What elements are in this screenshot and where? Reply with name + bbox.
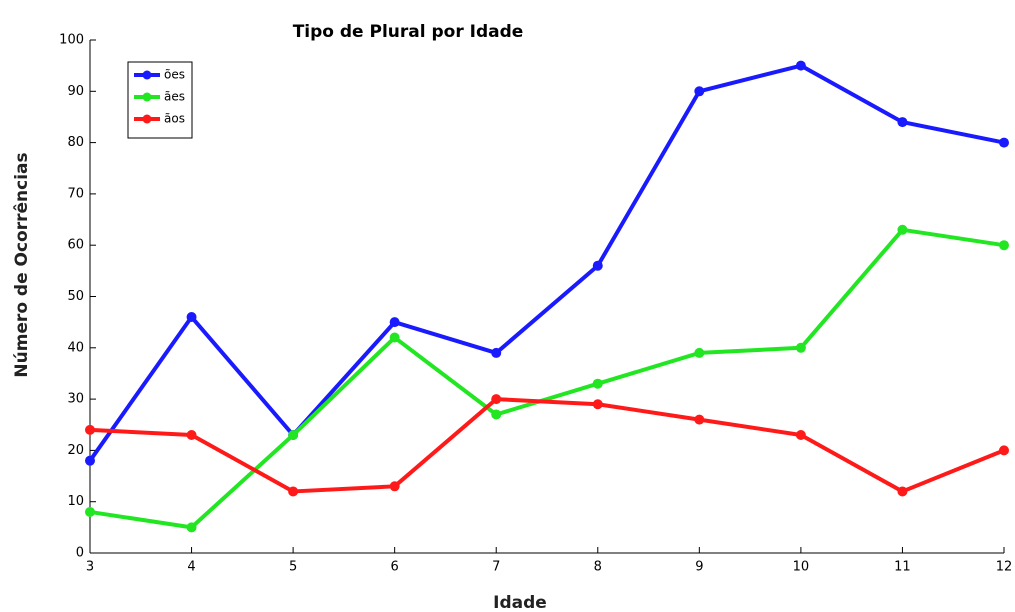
- y-tick-label: 60: [67, 238, 84, 253]
- data-point: [491, 347, 502, 358]
- y-tick-label: 40: [67, 340, 84, 355]
- data-point: [999, 137, 1009, 148]
- data-point: [389, 317, 400, 328]
- data-point: [592, 399, 603, 410]
- data-point: [85, 455, 95, 466]
- y-tick-label: 30: [67, 392, 84, 407]
- data-point: [186, 430, 197, 441]
- legend-label: ãos: [164, 112, 185, 126]
- data-point: [694, 347, 705, 358]
- x-tick-label: 9: [695, 560, 703, 575]
- data-point: [288, 486, 299, 497]
- series-line: [89, 227, 1005, 530]
- y-tick-label: 20: [67, 443, 84, 458]
- y-tick-label: 10: [67, 494, 84, 509]
- data-point: [694, 414, 705, 425]
- x-tick-label: 8: [594, 560, 602, 575]
- legend-marker: [142, 114, 152, 124]
- x-tick-label: 11: [894, 560, 911, 575]
- data-point: [491, 394, 502, 405]
- data-point: [491, 409, 502, 420]
- legend-label: ães: [164, 90, 185, 104]
- data-point: [186, 312, 197, 323]
- y-tick-label: 50: [67, 289, 84, 304]
- data-point: [795, 430, 806, 441]
- x-tick-label: 6: [391, 560, 399, 575]
- x-tick-label: 4: [187, 560, 195, 575]
- data-point: [795, 342, 806, 353]
- data-point: [389, 481, 400, 492]
- x-tick-label: 3: [86, 560, 94, 575]
- data-point: [85, 424, 95, 435]
- data-point: [288, 430, 299, 441]
- legend-label: ões: [164, 68, 185, 82]
- data-point: [592, 378, 603, 389]
- data-point: [897, 486, 908, 497]
- x-tick-label: 5: [289, 560, 297, 575]
- data-point: [85, 506, 95, 517]
- x-axis-label: Idade: [493, 593, 547, 612]
- data-point: [999, 240, 1009, 251]
- legend-marker: [142, 92, 152, 102]
- y-tick-label: 80: [67, 135, 84, 150]
- y-tick-label: 90: [67, 84, 84, 99]
- legend-marker: [142, 70, 152, 80]
- data-point: [795, 60, 806, 71]
- data-point: [592, 260, 603, 271]
- y-tick-label: 100: [59, 33, 84, 48]
- data-point: [897, 117, 908, 128]
- x-tick-label: 7: [492, 560, 500, 575]
- data-point: [694, 86, 705, 97]
- y-axis-label: Número de Ocorrências: [12, 152, 32, 377]
- x-tick-label: 10: [793, 560, 810, 575]
- series-line: [88, 63, 1005, 462]
- x-tick-label: 12: [996, 560, 1013, 575]
- y-tick-label: 70: [67, 186, 84, 201]
- data-point: [999, 445, 1009, 456]
- chart-title: Tipo de Plural por Idade: [293, 22, 524, 42]
- data-point: [186, 522, 197, 533]
- data-point: [897, 224, 908, 235]
- data-point: [389, 332, 400, 343]
- legend: ões ães ãos: [127, 61, 193, 139]
- series-line: [89, 397, 1005, 494]
- y-tick-label: 0: [76, 546, 84, 561]
